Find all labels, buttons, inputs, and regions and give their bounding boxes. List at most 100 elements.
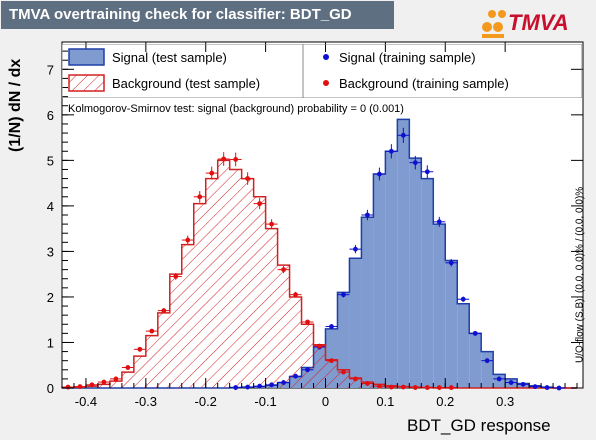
background-train-point xyxy=(436,385,442,390)
background-test-histogram-bar xyxy=(97,384,110,388)
signal-train-point xyxy=(532,384,538,390)
background-test-histogram-bar xyxy=(133,356,146,388)
background-train-point xyxy=(77,384,83,390)
background-test-histogram-bar xyxy=(145,335,158,388)
background-test-histogram-bar xyxy=(265,228,278,388)
signal-train-point xyxy=(293,373,298,379)
legend-swatch-background-test xyxy=(68,74,105,92)
background-train-point xyxy=(400,384,406,390)
legend-box-right xyxy=(302,44,582,98)
legend-label-signal-train: Signal (training sample) xyxy=(339,50,476,65)
signal-train-point xyxy=(388,148,394,154)
y-tick-label: 7 xyxy=(47,62,54,77)
signal-train-point xyxy=(472,330,478,336)
background-test-histogram-bar xyxy=(337,369,350,388)
tmva-logo-text: TMVA xyxy=(508,10,569,35)
signal-train-point xyxy=(281,380,286,385)
signal-test-histogram-bar xyxy=(469,333,482,388)
y-tick-label: 4 xyxy=(47,199,54,214)
background-test-histogram-bar xyxy=(181,244,194,388)
background-train-point xyxy=(424,385,430,390)
signal-train-point xyxy=(269,382,274,388)
background-train-point xyxy=(209,170,215,176)
background-train-point xyxy=(365,381,370,386)
background-test-histogram-bar xyxy=(349,377,362,388)
signal-test-histogram-bar xyxy=(481,351,494,388)
background-test-histogram-bar xyxy=(109,381,122,388)
signal-train-point xyxy=(520,381,526,387)
y-tick-label: 5 xyxy=(47,153,54,168)
signal-train-point xyxy=(341,292,346,298)
background-train-point xyxy=(257,201,263,207)
background-train-point xyxy=(341,369,346,375)
background-train-point xyxy=(89,382,95,388)
plot-frame xyxy=(61,41,584,389)
background-train-point xyxy=(376,383,382,389)
background-train-point xyxy=(353,376,358,382)
signal-train-point xyxy=(448,260,454,266)
y-tick-label: 2 xyxy=(47,290,54,305)
signal-train-point xyxy=(233,385,239,390)
y-tick-label: 1 xyxy=(47,335,54,350)
background-test-histogram-bar xyxy=(205,178,218,388)
background-test-histogram-bar xyxy=(253,196,266,388)
background-train-point xyxy=(221,156,227,162)
background-test-histogram-bar xyxy=(325,359,338,388)
background-train-point xyxy=(233,157,239,162)
signal-test-histogram-bar xyxy=(421,178,434,388)
legend-label-background-train: Background (training sample) xyxy=(339,76,509,91)
signal-train-point xyxy=(365,212,370,218)
marker-layer xyxy=(62,127,566,391)
background-test-histogram-bar xyxy=(121,372,134,388)
x-tick-label: 0 xyxy=(322,394,329,409)
y-tick-label: 6 xyxy=(47,108,54,123)
background-train-point xyxy=(137,346,143,352)
background-test-histogram-bar xyxy=(277,265,290,388)
ks-test-text: Kolmogorov-Smirnov test: signal (backgro… xyxy=(68,103,404,115)
signal-train-point xyxy=(329,324,334,329)
signal-train-point xyxy=(257,383,263,389)
background-train-point xyxy=(305,319,310,325)
legend: Signal (test sample) Background (test sa… xyxy=(62,44,582,98)
background-train-point xyxy=(173,274,179,279)
background-train-point xyxy=(293,292,298,298)
background-train-point xyxy=(101,379,107,385)
background-train-point xyxy=(125,365,131,370)
background-train-point xyxy=(197,194,203,200)
signal-train-point xyxy=(496,376,502,382)
chart-title: TMVA overtraining check for classifier: … xyxy=(1,1,394,29)
x-tick-label: -0.3 xyxy=(135,394,157,409)
signal-train-point xyxy=(484,358,490,364)
signal-test-histogram-bar xyxy=(409,158,422,388)
signal-train-point xyxy=(412,160,418,166)
background-test-histogram-bar xyxy=(157,312,170,388)
background-test-histogram-bar xyxy=(241,178,254,388)
signal-train-point xyxy=(436,219,442,225)
background-train-point xyxy=(412,385,418,390)
signal-test-histogram-bar xyxy=(361,217,374,388)
signal-train-point xyxy=(544,385,550,390)
signal-train-point xyxy=(353,246,358,252)
overflow-note: U/O-flow (S,B): (0.0, 0.0)% / (0.0, 0.0)… xyxy=(574,186,586,364)
background-test-histogram-bar xyxy=(217,160,230,388)
background-train-point xyxy=(245,176,251,181)
x-tick-label: 0.3 xyxy=(496,394,514,409)
signal-test-histogram-bar xyxy=(373,174,386,388)
y-axis-label: (1/N) dN / dx xyxy=(7,58,24,152)
legend-swatch-signal-test xyxy=(68,48,105,66)
x-tick-label: -0.1 xyxy=(254,394,276,409)
signal-test-histogram-bar xyxy=(397,119,410,388)
background-train-point xyxy=(161,308,167,314)
x-axis-label: BDT_GD response xyxy=(407,416,551,435)
background-test-histogram-bar xyxy=(289,296,302,388)
background-train-point xyxy=(281,267,286,273)
background-train-point xyxy=(388,384,394,390)
signal-train-point xyxy=(424,169,430,175)
signal-test-histogram-bar xyxy=(385,151,398,388)
x-tick-label: -0.2 xyxy=(195,394,217,409)
signal-test-histogram-bar xyxy=(445,260,458,388)
background-test-histogram-bar xyxy=(313,344,326,388)
background-train-point xyxy=(149,328,155,334)
